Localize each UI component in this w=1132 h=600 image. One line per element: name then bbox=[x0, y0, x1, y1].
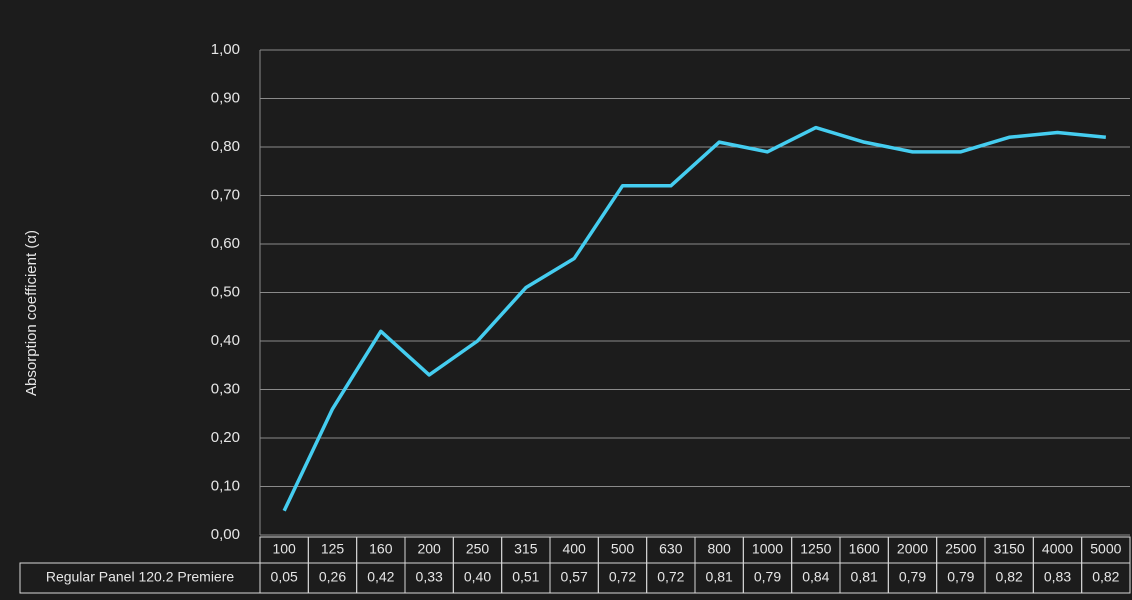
x-tick-label: 1250 bbox=[800, 541, 831, 557]
table-cell bbox=[1081, 562, 1131, 594]
x-tick-label: 1600 bbox=[849, 541, 880, 557]
data-label: 0,72 bbox=[609, 569, 636, 585]
x-tick-label: 630 bbox=[659, 541, 683, 557]
legend-label: Regular Panel 120.2 Premiere bbox=[46, 569, 235, 585]
x-tick-label: 2000 bbox=[897, 541, 928, 557]
x-tick-label: 125 bbox=[321, 541, 345, 557]
x-tick-label: 3150 bbox=[994, 541, 1025, 557]
y-tick-label: 0,30 bbox=[211, 380, 240, 397]
y-tick-label: 0,50 bbox=[211, 283, 240, 300]
data-label: 0,72 bbox=[657, 569, 684, 585]
data-label: 0,51 bbox=[512, 569, 539, 585]
data-label: 0,79 bbox=[754, 569, 781, 585]
x-tick-label: 2500 bbox=[945, 541, 976, 557]
x-tick-label: 400 bbox=[562, 541, 586, 557]
y-tick-label: 1,00 bbox=[211, 41, 240, 58]
y-tick-label: 0,60 bbox=[211, 235, 240, 252]
y-tick-label: 0,00 bbox=[211, 526, 240, 543]
y-tick-label: 0,40 bbox=[211, 332, 240, 349]
x-tick-label: 315 bbox=[514, 541, 538, 557]
data-label: 0,83 bbox=[1044, 569, 1071, 585]
y-tick-label: 0,90 bbox=[211, 89, 240, 106]
x-tick-label: 4000 bbox=[1042, 541, 1073, 557]
x-tick-label: 5000 bbox=[1090, 541, 1121, 557]
data-label: 0,81 bbox=[851, 569, 878, 585]
x-tick-label: 160 bbox=[369, 541, 393, 557]
data-label: 0,82 bbox=[1092, 569, 1119, 585]
data-label: 0,33 bbox=[416, 569, 443, 585]
y-tick-label: 0,70 bbox=[211, 186, 240, 203]
y-axis-label: Absorption coefficient (α) bbox=[23, 230, 40, 396]
data-label: 0,05 bbox=[271, 569, 298, 585]
data-label: 0,79 bbox=[947, 569, 974, 585]
y-tick-label: 0,10 bbox=[211, 477, 240, 494]
data-label: 0,84 bbox=[802, 569, 829, 585]
x-tick-label: 1000 bbox=[752, 541, 783, 557]
data-label: 0,79 bbox=[899, 569, 926, 585]
x-tick-label: 800 bbox=[707, 541, 731, 557]
y-tick-label: 0,20 bbox=[211, 429, 240, 446]
x-tick-label: 100 bbox=[272, 541, 296, 557]
x-tick-label: 200 bbox=[417, 541, 441, 557]
data-label: 0,57 bbox=[561, 569, 588, 585]
data-label: 0,81 bbox=[706, 569, 733, 585]
data-label: 0,26 bbox=[319, 569, 346, 585]
data-label: 0,42 bbox=[367, 569, 394, 585]
y-tick-label: 0,80 bbox=[211, 138, 240, 155]
x-tick-label: 250 bbox=[466, 541, 490, 557]
data-label: 0,82 bbox=[996, 569, 1023, 585]
line bbox=[282, 125, 1107, 512]
data-label: 0,40 bbox=[464, 569, 491, 585]
x-tick-label: 500 bbox=[611, 541, 635, 557]
